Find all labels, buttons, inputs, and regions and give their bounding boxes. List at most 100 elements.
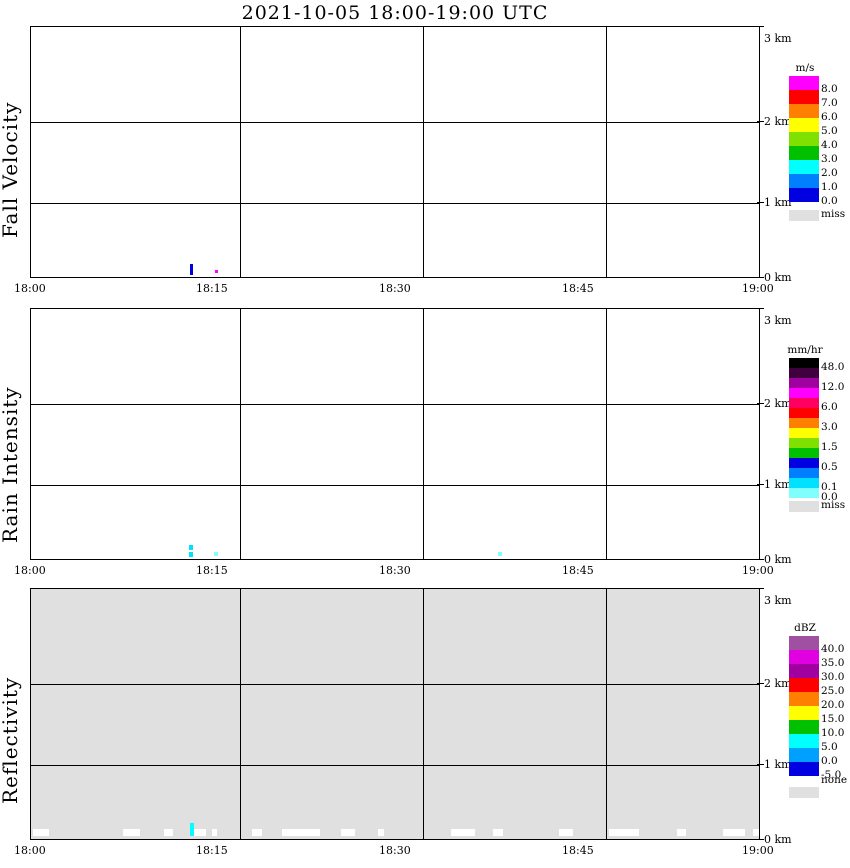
colorbar-unit: mm/hr [787, 344, 823, 356]
colorbar-band [789, 358, 819, 368]
colorbar-tick-label: 0.0 [821, 195, 838, 207]
x-label: 18:15 [196, 564, 228, 577]
colorbar-tick-label: 4.0 [821, 139, 838, 151]
x-label: 18:30 [379, 564, 411, 577]
colorbar-band [789, 90, 819, 104]
y-tick [757, 588, 764, 590]
colorbar-band [789, 398, 819, 408]
plot-fall-velocity [30, 26, 760, 278]
gridline-vertical [606, 27, 608, 277]
y-tick [757, 121, 764, 123]
y-label: 2 km [764, 397, 792, 410]
y-label: 0 km [764, 553, 792, 566]
no-data-gap [341, 829, 355, 836]
colorbar-missing-label: miss [821, 208, 846, 220]
y-tick [757, 403, 764, 405]
no-data-gap [451, 829, 475, 836]
colorbar-tick-label: 25.0 [821, 685, 845, 697]
no-data-gap [378, 829, 384, 836]
colorbar-band [789, 118, 819, 132]
x-label: 18:00 [14, 282, 46, 295]
colorbar-tick-label: 35.0 [821, 657, 845, 669]
colorbar-gradient [789, 358, 819, 498]
colorbar-tick-label: 30.0 [821, 671, 845, 683]
colorbar-tick-label: 20.0 [821, 699, 845, 711]
gridline-horizontal [31, 684, 759, 686]
gridline-horizontal [31, 485, 759, 487]
colorbar-band [789, 174, 819, 188]
no-data-gap [212, 829, 217, 836]
colorbar-tick-label: 5.0 [821, 741, 838, 753]
colorbar-missing-label: none [821, 774, 848, 786]
colorbar-band [789, 478, 819, 488]
colorbar-missing-label: miss [821, 499, 846, 511]
no-data-gap [164, 829, 173, 836]
colorbar-tick-label: 0.5 [821, 461, 838, 473]
no-data-gap [609, 829, 639, 836]
x-label: 18:45 [562, 282, 594, 295]
y-label: 1 km [764, 758, 792, 771]
x-label: 18:15 [196, 282, 228, 295]
no-data-gap [33, 829, 49, 836]
y-tick [757, 308, 764, 310]
colorbar-tick-label: 0.0 [821, 755, 838, 767]
y-tick [757, 559, 764, 561]
colorbar-tick-label: 48.0 [821, 361, 845, 373]
no-data-gap [123, 829, 140, 836]
colorbar-band [789, 692, 819, 706]
gridline-horizontal [31, 122, 759, 124]
data-pixel [498, 552, 502, 556]
panel-label-reflectivity: Reflectivity [0, 676, 22, 804]
x-label: 19:00 [742, 282, 774, 295]
no-data-gap [252, 829, 262, 836]
x-label: 18:15 [196, 844, 228, 857]
no-data-gap [559, 829, 573, 836]
colorbar-unit: dBZ [794, 622, 816, 634]
gridline-horizontal [31, 203, 759, 205]
y-tick [757, 202, 764, 204]
gridline-vertical [240, 589, 242, 839]
gridline-vertical [606, 589, 608, 839]
data-pixel [214, 552, 218, 556]
colorbar-band [789, 748, 819, 762]
x-label: 18:30 [379, 282, 411, 295]
y-label: 0 km [764, 833, 792, 846]
x-label: 18:30 [379, 844, 411, 857]
y-label: 1 km [764, 478, 792, 491]
colorbar-band [789, 76, 819, 90]
gridline-vertical [240, 309, 242, 559]
no-data-gap [493, 829, 503, 836]
colorbar-tick-label: 1.5 [821, 441, 838, 453]
y-label: 3 km [764, 32, 792, 45]
y-label: 2 km [764, 677, 792, 690]
colorbar-band [789, 438, 819, 448]
y-tick [757, 839, 764, 841]
colorbar-band [789, 678, 819, 692]
gridline-vertical [240, 27, 242, 277]
colorbar-band [789, 488, 819, 498]
colorbar-tick-label: 10.0 [821, 727, 845, 739]
colorbar-tick-label: 12.0 [821, 381, 845, 393]
colorbar-tick-label: 8.0 [821, 83, 838, 95]
data-pixel [189, 552, 193, 557]
colorbar-band [789, 734, 819, 748]
colorbar-band [789, 146, 819, 160]
y-label: 1 km [764, 196, 792, 209]
colorbar-tick-label: 3.0 [821, 421, 838, 433]
x-label: 18:00 [14, 844, 46, 857]
gridline-horizontal [31, 765, 759, 767]
plot-reflectivity [30, 588, 760, 840]
colorbar-band [789, 104, 819, 118]
gridline-horizontal [31, 404, 759, 406]
colorbar-band [789, 720, 819, 734]
colorbar-band [789, 408, 819, 418]
y-label: 2 km [764, 115, 792, 128]
colorbar-band [789, 458, 819, 468]
no-data-gap [723, 829, 745, 836]
colorbar-band [789, 664, 819, 678]
data-pixel [190, 823, 194, 836]
colorbar-band [789, 418, 819, 428]
panel-label-fall-velocity: Fall Velocity [0, 101, 22, 239]
colorbar-tick-label: 3.0 [821, 153, 838, 165]
colorbar-missing-swatch [789, 501, 819, 512]
